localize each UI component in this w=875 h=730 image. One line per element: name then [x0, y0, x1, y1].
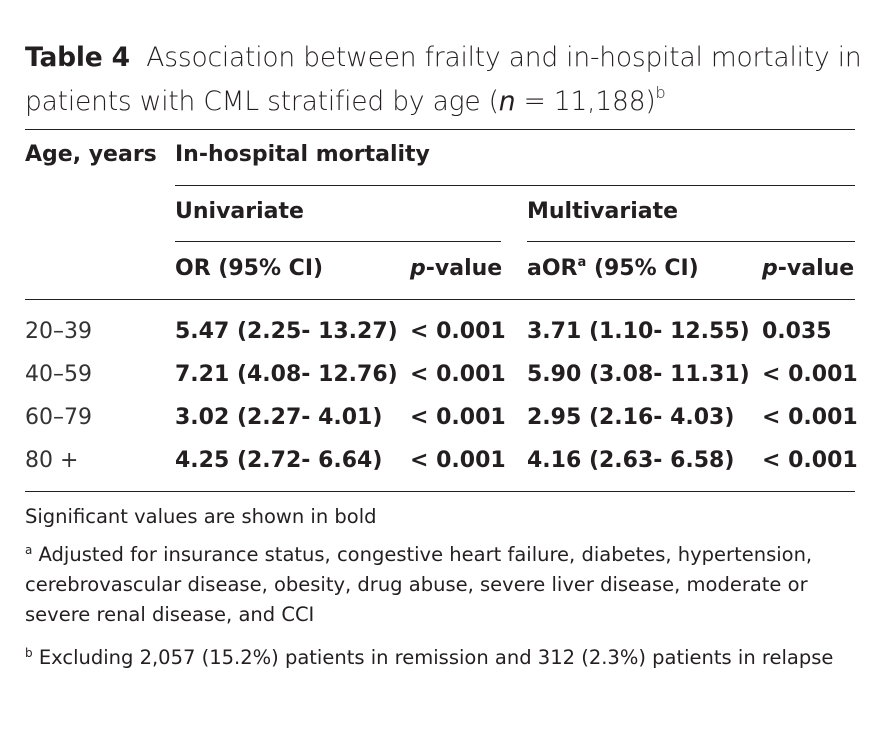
row-or: 5.47 (2.25- 13.27) [175, 319, 398, 344]
header-aor-ci: aORa (95% CI) [527, 254, 699, 284]
footnote-a-text: Adjusted for insurance status, congestiv… [25, 543, 813, 626]
row-p2: < 0.001 [762, 405, 858, 430]
row-p: < 0.001 [410, 319, 506, 344]
caption-footnote-marker: b [655, 83, 666, 102]
row-aor: 4.16 (2.63- 6.58) [527, 448, 735, 473]
row-or: 3.02 (2.27- 4.01) [175, 405, 383, 430]
row-p: < 0.001 [410, 448, 506, 473]
header-aor-marker: a [577, 255, 587, 270]
row-or: 7.21 (4.08- 12.76) [175, 362, 398, 387]
row-age: 40–59 [25, 362, 92, 387]
row-aor: 3.71 (1.10- 12.55) [527, 319, 750, 344]
row-p: < 0.001 [410, 405, 506, 430]
row-or: 4.25 (2.72- 6.64) [175, 448, 383, 473]
header-p-value: p-value [410, 254, 502, 284]
header-p-rest: -value [425, 256, 503, 281]
table-label: Table 4 [25, 42, 130, 73]
footnote-b-text: Excluding 2,057 (15.2%) patients in remi… [32, 646, 834, 669]
header-p2-rest: -value [777, 256, 855, 281]
header-bottom-rule [25, 299, 855, 300]
footnote-b: b Excluding 2,057 (15.2%) patients in re… [25, 643, 855, 673]
header-p2-letter: p [762, 256, 778, 281]
footnote-b-marker: b [25, 646, 33, 660]
caption-n-value: = 11,188) [515, 86, 656, 117]
header-multivariate: Multivariate [527, 199, 679, 224]
footnote-a: a Adjusted for insurance status, congest… [25, 540, 855, 630]
header-univariate: Univariate [175, 199, 304, 224]
outcome-rule [175, 185, 855, 186]
row-aor: 5.90 (3.08- 11.31) [527, 362, 750, 387]
row-p2: < 0.001 [762, 448, 858, 473]
univariate-rule [175, 241, 501, 242]
header-or-ci: OR (95% CI) [175, 256, 324, 281]
table-bottom-rule [25, 491, 855, 492]
footnote-a-marker: a [25, 543, 33, 557]
row-p: < 0.001 [410, 362, 506, 387]
header-outcome: In-hospital mortality [175, 142, 430, 167]
header-age: Age, years [25, 142, 157, 167]
row-aor: 2.95 (2.16- 4.03) [527, 405, 735, 430]
header-p-value-2: p-value [762, 254, 854, 284]
caption-n-symbol: n [498, 86, 516, 117]
header-aor-prefix: aOR [527, 256, 578, 281]
top-rule [25, 129, 855, 130]
row-p2: < 0.001 [762, 362, 858, 387]
row-age: 80 + [25, 448, 79, 473]
table-caption: Table 4 Association between frailty and … [25, 36, 865, 124]
multivariate-rule [527, 241, 855, 242]
row-age: 60–79 [25, 405, 92, 430]
footnote-bold-note: Significant values are shown in bold [25, 505, 377, 528]
row-age: 20–39 [25, 319, 92, 344]
header-p-letter: p [410, 256, 426, 281]
header-aor-suffix: (95% CI) [586, 256, 699, 281]
caption-text: Association between frailty and in-hospi… [25, 42, 862, 117]
row-p2: 0.035 [762, 319, 832, 344]
